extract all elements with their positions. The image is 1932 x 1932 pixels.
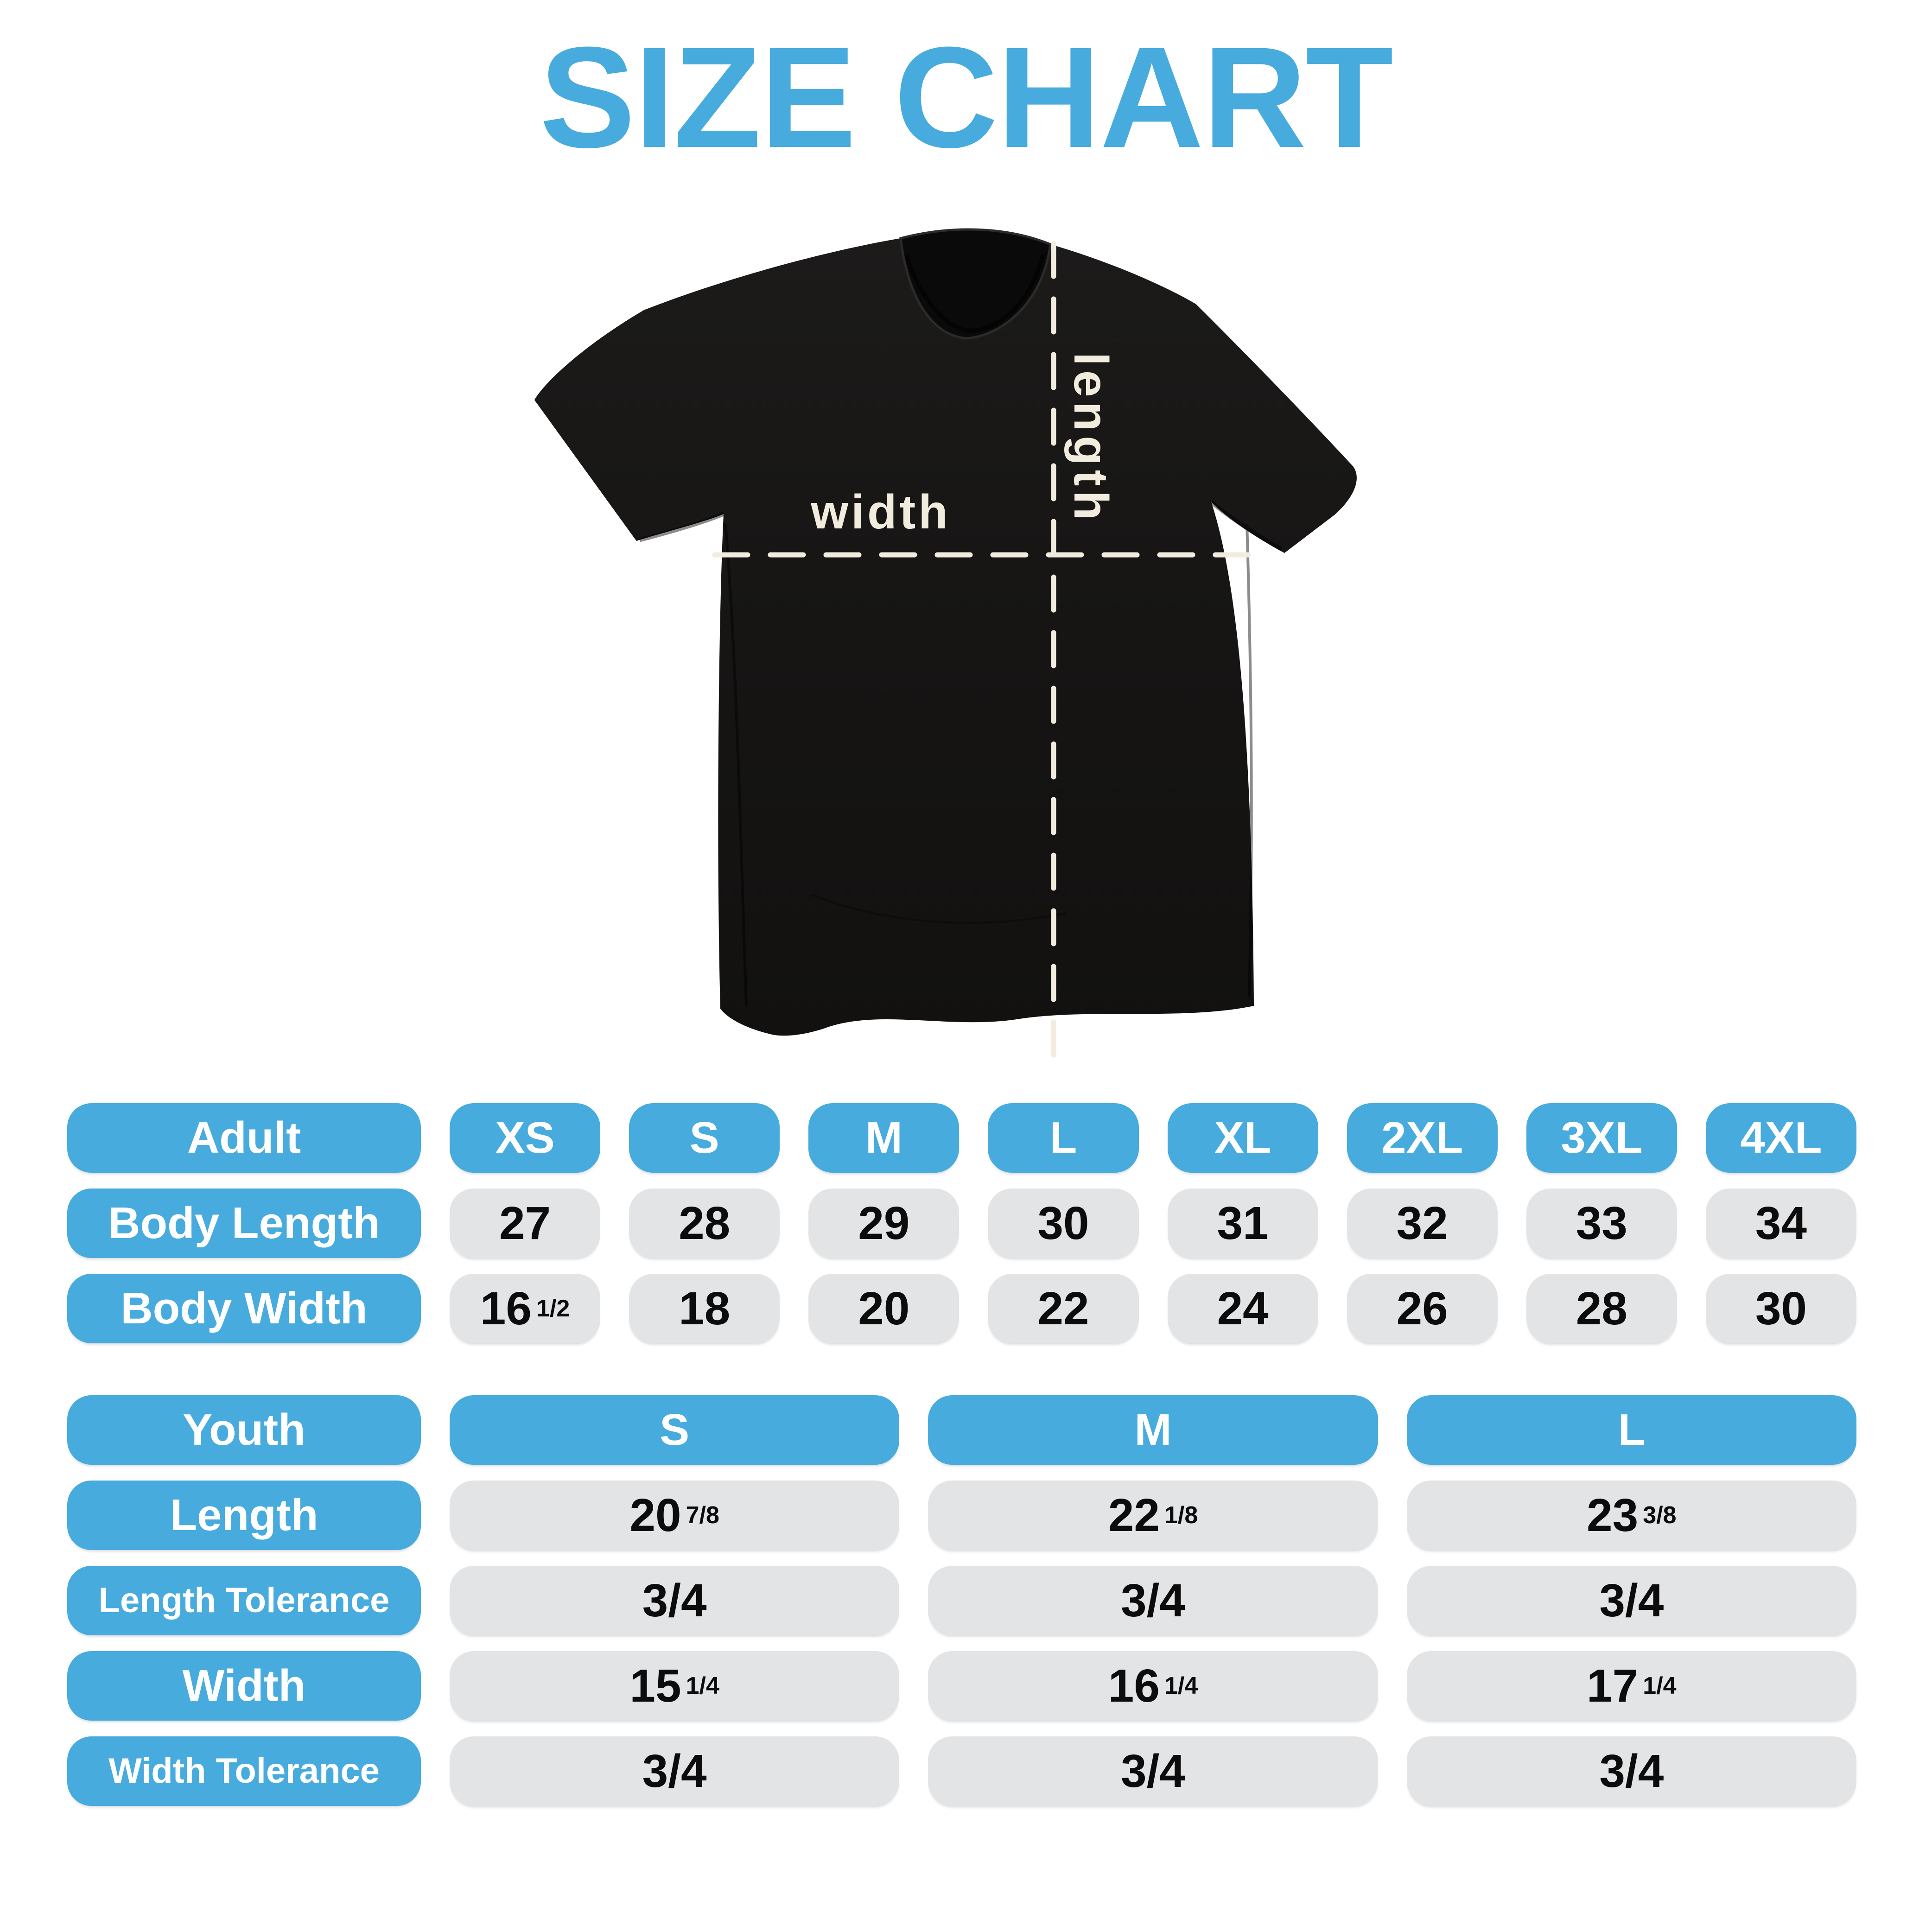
size-header-pill-4xl: 4XL bbox=[1705, 1103, 1856, 1173]
table-cell: 32 bbox=[1347, 1188, 1498, 1258]
table-cell: 3/4 bbox=[450, 1566, 900, 1635]
table-cell: 20 7/8 bbox=[450, 1481, 900, 1550]
wrinkle-lines bbox=[639, 500, 1283, 1006]
row-label-length: Length bbox=[67, 1481, 421, 1550]
table-cell: 18 bbox=[629, 1274, 780, 1343]
row-label-length-tolerance: Length Tolerance bbox=[67, 1566, 421, 1635]
row-label-width-tolerance: Width Tolerance bbox=[67, 1736, 421, 1806]
table-cell: 31 bbox=[1167, 1188, 1318, 1258]
size-header-pill-xl: XL bbox=[1167, 1103, 1318, 1173]
adult-table-title-pill: Adult bbox=[67, 1103, 421, 1173]
table-cell: 27 bbox=[450, 1188, 601, 1258]
size-header-pill-xs: XS bbox=[450, 1103, 601, 1173]
tshirt-illustration: width length bbox=[534, 228, 1357, 1061]
row-label-width: Width bbox=[67, 1651, 421, 1721]
size-header-pill-m: M bbox=[808, 1103, 960, 1173]
table-cell: 15 1/4 bbox=[450, 1651, 900, 1721]
table-cell: 3/4 bbox=[1406, 1566, 1856, 1635]
table-cell: 17 1/4 bbox=[1406, 1651, 1856, 1721]
tshirt-measurement-diagram: width length bbox=[487, 199, 1414, 1126]
table-cell: 3/4 bbox=[1406, 1736, 1856, 1806]
table-cell: 24 bbox=[1167, 1274, 1318, 1343]
table-cell: 22 1/8 bbox=[928, 1481, 1378, 1550]
youth-table-title-pill: Youth bbox=[67, 1395, 421, 1465]
size-header-pill-2xl: 2XL bbox=[1347, 1103, 1498, 1173]
table-cell: 34 bbox=[1705, 1188, 1856, 1258]
table-cell: 3/4 bbox=[928, 1736, 1378, 1806]
collar-rim bbox=[904, 254, 1045, 333]
table-cell: 30 bbox=[1705, 1274, 1856, 1343]
width-label: width bbox=[810, 485, 950, 539]
row-label-body-length: Body Length bbox=[67, 1188, 421, 1258]
youth-size-table: Youth S M L Length 20 7/8 22 1/8 23 3/8 Len… bbox=[67, 1395, 1856, 1806]
youth-size-header-pill-m: M bbox=[928, 1395, 1378, 1465]
size-header-pill-3xl: 3XL bbox=[1526, 1103, 1677, 1173]
table-cell: 28 bbox=[629, 1188, 780, 1258]
table-cell: 30 bbox=[988, 1188, 1139, 1258]
length-label: length bbox=[1064, 352, 1118, 525]
page-title: SIZE CHART bbox=[540, 17, 1393, 178]
size-header-pill-l: L bbox=[988, 1103, 1139, 1173]
table-cell: 22 bbox=[988, 1274, 1139, 1343]
table-cell: 28 bbox=[1526, 1274, 1677, 1343]
table-cell: 16 1/4 bbox=[928, 1651, 1378, 1721]
youth-size-header-pill-l: L bbox=[1406, 1395, 1856, 1465]
table-cell: 20 bbox=[808, 1274, 960, 1343]
table-cell: 26 bbox=[1347, 1274, 1498, 1343]
adult-size-table: Adult XS S M L XL 2XL 3XL 4XL Body Lengt… bbox=[67, 1103, 1856, 1343]
table-cell: 33 bbox=[1526, 1188, 1677, 1258]
row-label-body-width: Body Width bbox=[67, 1274, 421, 1343]
table-cell: 23 3/8 bbox=[1406, 1481, 1856, 1550]
table-cell: 3/4 bbox=[450, 1736, 900, 1806]
table-cell: 3/4 bbox=[928, 1566, 1378, 1635]
table-cell: 29 bbox=[808, 1188, 960, 1258]
tshirt-body bbox=[534, 230, 1357, 1036]
table-cell: 16 1/2 bbox=[450, 1274, 601, 1343]
youth-size-header-pill-s: S bbox=[450, 1395, 900, 1465]
size-header-pill-s: S bbox=[629, 1103, 780, 1173]
